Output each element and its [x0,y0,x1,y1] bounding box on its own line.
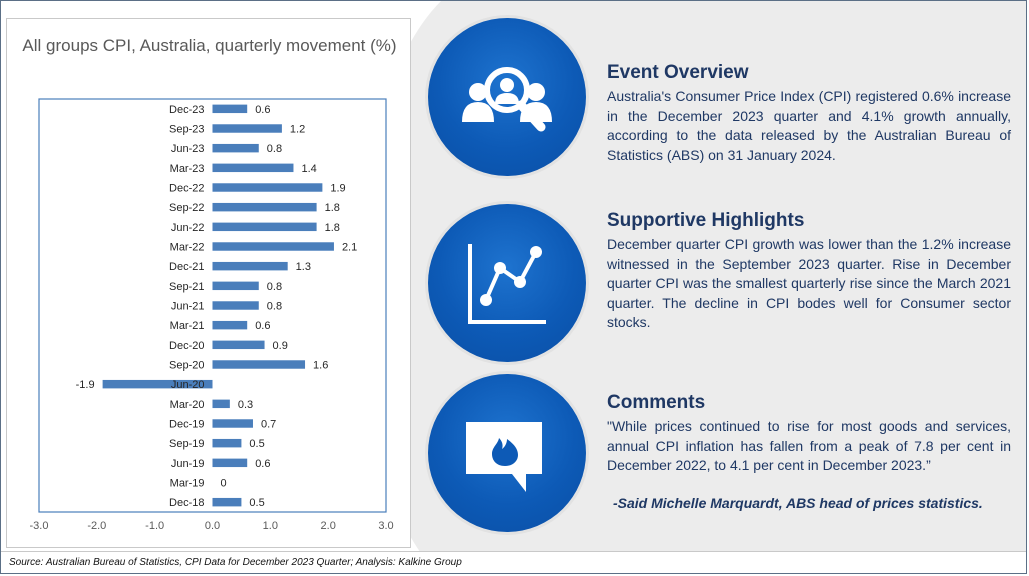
bar-sep-19 [212,438,242,448]
bar-jun-20 [102,379,213,389]
category-label: Mar-22 [170,242,205,254]
bar-mar-21 [212,320,248,330]
value-label: 0.8 [267,143,282,155]
value-label: 0 [221,478,227,490]
speech-bubble-flame-icon [466,422,542,492]
category-label: Mar-23 [170,163,205,175]
category-label: Jun-22 [171,222,205,234]
category-label: Sep-20 [169,360,204,372]
category-label: Sep-19 [169,438,204,450]
plot-area-border [38,98,387,513]
value-label: 0.9 [273,340,288,352]
category-label: Mar-19 [170,478,205,490]
category-label: Sep-21 [169,281,204,293]
x-tick-label: -3.0 [30,520,49,532]
comments-text: "While prices continued to rise for most… [607,418,1011,473]
category-label: Mar-21 [170,320,205,332]
category-label: Sep-22 [169,202,204,214]
category-label: Sep-23 [169,124,204,136]
supportive-highlights-section: Supportive Highlights December quarter C… [607,209,1011,333]
bar-jun-19 [212,458,248,468]
value-label: 0.5 [249,438,264,450]
supportive-highlights-badge [428,204,586,362]
value-label: 1.9 [330,183,345,195]
x-tick-label: 2.0 [321,520,336,532]
value-label: 0.7 [261,419,276,431]
category-label: Jun-21 [171,301,205,313]
value-label: 0.6 [255,458,270,470]
x-tick-label: 1.0 [263,520,278,532]
chart-panel: All groups CPI, Australia, quarterly mov… [6,18,411,548]
category-label: Dec-23 [169,104,204,116]
bar-sep-22 [212,202,317,212]
chart-title: All groups CPI, Australia, quarterly mov… [22,36,397,55]
value-label: 0.6 [255,104,270,116]
x-tick-label: -1.0 [145,520,164,532]
value-label: 0.6 [255,320,270,332]
bar-jun-21 [212,301,259,310]
people-magnifier-icon [462,67,552,132]
x-tick-label: -2.0 [87,520,106,532]
bar-mar-20 [212,399,230,409]
bar-jun-23 [212,143,259,153]
value-label: 0.5 [249,497,264,509]
bar-sep-20 [212,360,306,369]
value-label: 1.4 [301,163,316,175]
value-label: 1.6 [313,360,328,372]
value-label: 2.1 [342,242,357,254]
event-overview-section: Event Overview Australia's Consumer Pric… [607,61,1011,165]
event-overview-title: Event Overview [607,62,749,83]
value-label: 1.3 [296,261,311,273]
comments-title: Comments [607,392,706,413]
supportive-highlights-text: December quarter CPI growth was lower th… [607,236,1011,330]
category-label: Dec-22 [169,183,204,195]
value-label: -1.9 [76,379,95,391]
category-label: Jun-19 [171,458,205,470]
bar-dec-21 [212,261,288,271]
category-label: Dec-18 [169,497,204,509]
bar-dec-19 [212,419,253,428]
bar-dec-18 [212,497,242,507]
bar-dec-22 [212,183,323,192]
line-chart-icon [468,244,546,324]
category-label: Dec-20 [169,340,204,352]
category-label: Dec-21 [169,261,204,273]
quote-attribution: -Said Michelle Marquardt, ABS head of pr… [613,495,983,511]
value-label: 0.3 [238,399,253,411]
bar-mar-23 [212,163,294,173]
footer: Source: Australian Bureau of Statistics,… [1,551,1026,573]
supportive-highlights-title: Supportive Highlights [607,210,805,231]
bar-jun-22 [212,222,317,232]
category-label: Dec-19 [169,419,204,431]
value-label: 1.8 [325,202,340,214]
bar-sep-21 [212,281,259,291]
source-note: Source: Australian Bureau of Statistics,… [9,557,462,568]
value-label: 0.8 [267,301,282,313]
event-overview-text: Australia's Consumer Price Index (CPI) r… [607,88,1011,163]
event-overview-badge [428,18,586,176]
x-tick-label: 0.0 [205,520,220,532]
bar-dec-23 [212,104,248,114]
value-label: 1.2 [290,124,305,136]
comments-section: Comments "While prices continued to rise… [607,391,1011,476]
category-label: Jun-23 [171,143,205,155]
value-label: 0.8 [267,281,282,293]
comments-badge [428,374,586,532]
x-tick-label: 3.0 [378,520,393,532]
bar-dec-20 [212,340,265,350]
category-label: Jun-20 [171,379,205,391]
bar-mar-22 [212,242,334,251]
value-label: 1.8 [325,222,340,234]
bar-chart: Dec-23 0.6 Sep-23 1.2 Jun-23 0.8 Mar-23 1.4 Dec-… [30,98,394,532]
category-label: Mar-20 [170,399,205,411]
bar-sep-23 [212,124,282,133]
